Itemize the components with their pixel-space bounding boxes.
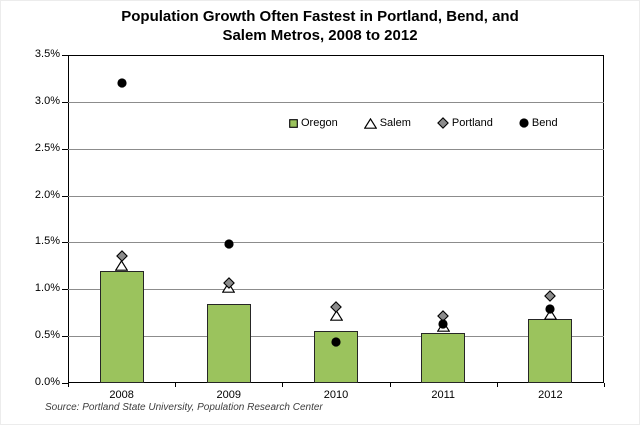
y-axis-label: 3.0%: [34, 94, 60, 107]
marker-bend-2011: [438, 319, 448, 329]
legend-item-bend: Bend: [519, 117, 558, 129]
legend-square-icon: [289, 118, 298, 128]
x-axis-label: 2009: [216, 389, 242, 401]
bar-oregon-2012: [528, 319, 573, 383]
legend-label: Salem: [379, 117, 411, 129]
legend-label: Portland: [451, 117, 493, 129]
marker-salem-2008: [114, 260, 129, 272]
y-axis-tick: [62, 336, 68, 338]
legend-diamond-icon: [437, 117, 449, 129]
x-axis-tick: [175, 383, 177, 387]
gridline: [68, 289, 604, 291]
y-axis-label: 2.5%: [34, 141, 60, 154]
legend-item-oregon: Oregon: [289, 117, 338, 129]
marker-salem-2010: [329, 309, 343, 321]
gridline: [68, 195, 604, 197]
legend: Oregon Salem Portland Bend: [289, 117, 558, 129]
legend-triangle-icon: [363, 117, 378, 129]
y-axis-tick: [62, 101, 68, 103]
marker-portland-2008: [115, 250, 128, 263]
chart-title-line1: Population Growth Often Fastest in Portl…: [121, 8, 519, 25]
x-axis-label: 2012: [538, 389, 563, 401]
x-axis-tick: [496, 383, 498, 387]
x-axis-tick: [604, 383, 605, 387]
y-axis-tick: [62, 148, 68, 150]
marker-bend-2010: [331, 337, 341, 347]
marker-bend-2009: [224, 239, 234, 249]
marker-bend-2012: [545, 304, 555, 314]
x-axis-tick: [389, 383, 391, 387]
x-axis-tick: [68, 383, 69, 387]
marker-bend-2008: [116, 78, 127, 88]
y-axis-label: 0.0%: [34, 376, 60, 388]
y-axis-tick: [62, 55, 68, 56]
y-axis-tick: [62, 242, 68, 244]
y-axis-label: 3.5%: [34, 48, 60, 60]
x-axis-label: 2011: [431, 389, 456, 401]
y-axis-label: 1.5%: [34, 235, 60, 248]
marker-portland-2012: [544, 289, 557, 302]
y-axis-tick: [62, 383, 68, 384]
legend-item-salem: Salem: [363, 117, 411, 129]
y-axis-label: 1.0%: [34, 282, 60, 295]
marker-salem-2012: [543, 308, 558, 320]
bar-oregon-2009: [206, 304, 251, 383]
source-note: Source: Portland State University, Popul…: [45, 402, 323, 413]
chart-title: Population Growth Often Fastest in Portl…: [1, 7, 639, 45]
legend-label: Bend: [531, 117, 558, 129]
x-axis-label: 2008: [109, 389, 134, 401]
marker-portland-2010: [330, 301, 342, 313]
y-axis-label: 0.5%: [34, 329, 60, 342]
bar-oregon-2008: [99, 270, 144, 383]
chart-title-line2: Salem Metros, 2008 to 2012: [222, 27, 418, 44]
marker-portland-2009: [222, 276, 235, 289]
legend-circle-icon: [519, 118, 529, 128]
y-axis-tick: [62, 289, 68, 291]
bar-oregon-2011: [421, 333, 466, 383]
y-axis-label: 2.0%: [34, 188, 60, 201]
x-axis-tick: [282, 383, 284, 387]
legend-item-portland: Portland: [437, 117, 493, 129]
gridline: [68, 148, 604, 150]
gridline: [68, 242, 604, 244]
gridline: [68, 101, 604, 103]
legend-label: Oregon: [301, 117, 338, 129]
x-axis-label: 2010: [323, 389, 349, 401]
y-axis-tick: [62, 195, 68, 197]
